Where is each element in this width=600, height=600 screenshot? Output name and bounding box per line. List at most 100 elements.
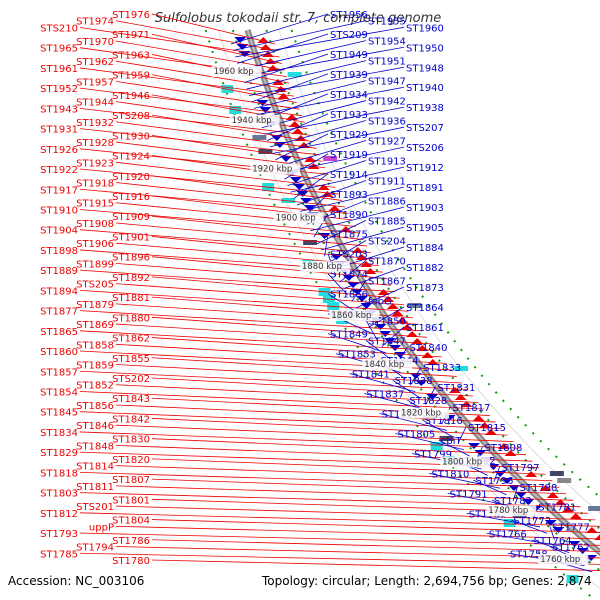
label-leader-line [290, 166, 405, 193]
gene-label: ST1810 [429, 469, 501, 489]
forward-gene-arrow [569, 513, 582, 519]
gene-label: ST1950 [241, 43, 444, 77]
gene-label-text: ST1796 [475, 476, 513, 487]
reverse-gene-arrow [544, 520, 557, 526]
gene-label: STS208 [112, 111, 314, 143]
gene-label: ST1815 [457, 423, 506, 444]
gene-label-text: ST1929 [330, 130, 368, 141]
label-leader-line [248, 66, 405, 96]
gene-label-text: ST1837 [366, 390, 404, 401]
gene-label-text: ST1772 [513, 516, 551, 527]
label-leader-line [115, 222, 368, 247]
label-leader-line [79, 310, 423, 332]
gene-label: ST1850 [365, 316, 406, 341]
reverse-gene-arrow [515, 492, 528, 498]
gene-label: ST1933 [266, 110, 368, 141]
gene-label: ST1833 [409, 363, 461, 386]
gene-label-text: ST1858 [76, 340, 114, 351]
gene-label: ST1899 [76, 259, 392, 286]
label-leader-line [425, 386, 436, 405]
accession-text: Accession: NC_003106 [8, 574, 145, 588]
feature-box [557, 478, 572, 483]
gene-label: ST1960 [235, 23, 444, 58]
gene-label: ST1954 [239, 37, 406, 71]
gene-label-text: ST1833 [423, 363, 461, 374]
gene-label: ST1797 [493, 463, 540, 482]
forward-gene-arrow [546, 492, 559, 498]
gene-label: ST1777 [549, 523, 590, 540]
gene-label: ST1847 [365, 336, 406, 360]
label-leader-line [79, 209, 360, 234]
label-leader-line [151, 519, 600, 533]
gene-label-text: ST1845 [40, 408, 78, 419]
ruler-tick: 1780 kbp [486, 505, 537, 517]
gene-label-text: ST1850 [368, 316, 406, 327]
gene-label-text: ST1816 [425, 416, 463, 427]
gene-label-text: ST1961 [40, 64, 78, 75]
gene-label: ST1807 [112, 475, 567, 495]
gene-label-text: ST1928 [76, 138, 114, 149]
gene-label-text: ST1783 [494, 496, 532, 507]
ruler-label: 1800 kbp [442, 457, 482, 467]
gene-label: ST1924 [112, 152, 332, 182]
gene-label: ST1842 [112, 414, 508, 436]
genome-title: Sulfolobus tokodaii str. 7, complete gen… [155, 11, 441, 26]
gene-label-text: STS204 [368, 236, 406, 247]
gene-label: ST1831 [425, 383, 475, 405]
gene-label-text: ST1866 [330, 290, 368, 301]
label-leader-line [466, 512, 541, 528]
forward-gene-arrow [585, 527, 598, 533]
label-leader-line [239, 40, 367, 71]
gene-label: ST1804 [112, 516, 600, 533]
gene-label-text: ST1807 [112, 475, 150, 486]
reverse-strand-labels: ST1956ST1955ST1960STS209ST1954ST1950ST19… [230, 10, 593, 573]
gene-label: ST1970 [76, 37, 285, 71]
ruler-label-bg [538, 554, 589, 565]
forward-gene-arrow [391, 310, 404, 316]
gene-label-text: ST1841 [352, 370, 390, 381]
gene-label-text: ST1886 [368, 196, 406, 207]
gene-label-text: uppP [89, 522, 114, 533]
label-leader-line [79, 128, 320, 156]
label-leader-line [264, 106, 405, 135]
ruler-label: 1960 kbp [214, 67, 254, 77]
gene-label-text: ST1781 [538, 503, 576, 514]
gene-label-text: ST1817 [452, 403, 490, 414]
orf-guide-track [290, 29, 600, 499]
gene-label-text: ST1803 [40, 489, 78, 500]
label-leader-line [115, 364, 463, 384]
label-leader-line [151, 276, 400, 299]
label-leader-line [151, 256, 387, 280]
gene-label: ST1904 [40, 226, 371, 253]
gene-label: ST1786 [112, 536, 600, 552]
gene-label-text: ST1922 [40, 165, 78, 176]
ruler-label-bg [229, 114, 280, 126]
gene-label: uppP [89, 522, 600, 540]
gene-label: ST1949 [244, 50, 368, 84]
gene-label-text: ST1882 [406, 263, 444, 274]
gene-label-text: ST1758 [510, 549, 548, 560]
feature-box [454, 366, 469, 371]
feature-box [258, 149, 273, 154]
gene-label-text: ST1870 [368, 256, 406, 267]
label-leader-line [151, 337, 442, 358]
gene-label-text: ST1785 [40, 549, 78, 560]
gene-label: ST1947 [253, 77, 406, 109]
gene-label-text: ST1797 [502, 463, 540, 474]
gene-label: STS207 [272, 123, 444, 154]
reverse-gene-arrow [355, 296, 368, 302]
gene-label: ST1841 [349, 370, 416, 393]
reverse-gene-arrow [487, 464, 500, 470]
forward-gene-arrow [406, 331, 419, 337]
gene-label-text: ST1808 [484, 443, 522, 454]
gene-label-text: ST1948 [406, 63, 444, 74]
label-leader-line [244, 53, 329, 84]
label-leader-line [232, 20, 367, 51]
gene-label-text: ST1891 [406, 183, 444, 194]
forward-gene-arrow [485, 429, 498, 435]
label-leader-line [79, 67, 295, 97]
gene-label: STS204 [328, 236, 406, 264]
gene-label-text: ST1959 [112, 71, 150, 82]
gene-label-text: ST1842 [112, 414, 150, 425]
gene-label: STS201 [76, 502, 596, 521]
